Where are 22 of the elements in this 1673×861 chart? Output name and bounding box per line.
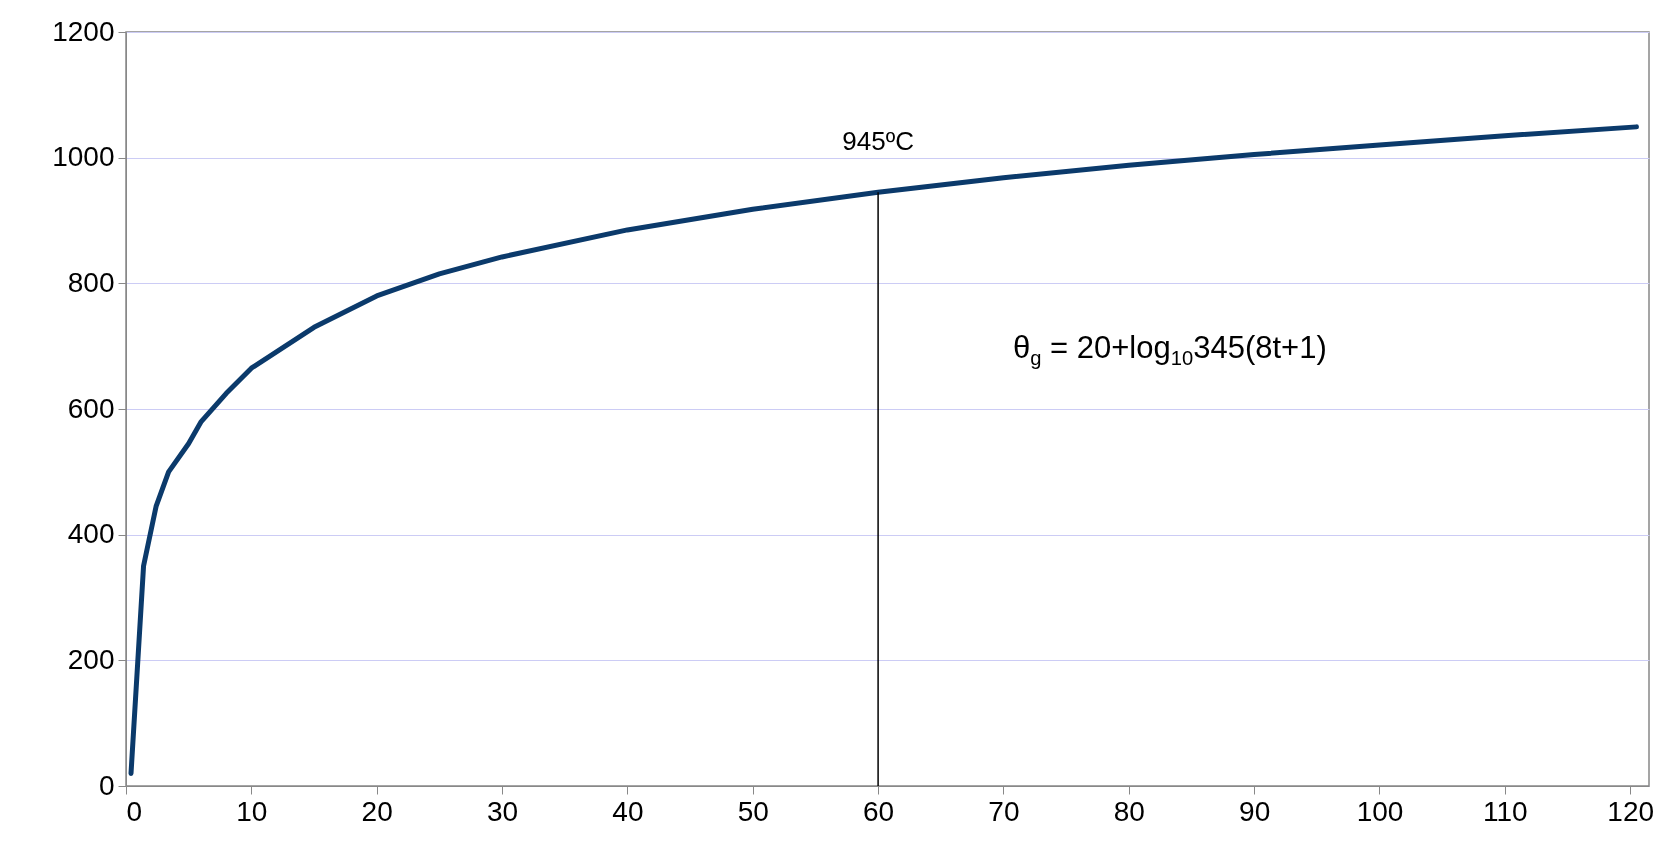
y-tick-label: 1000: [52, 141, 115, 173]
x-tick-label: 20: [361, 795, 393, 827]
x-tick-label: 60: [863, 795, 895, 827]
y-tick-label: 200: [67, 643, 115, 675]
x-tick-label: 10: [236, 795, 268, 827]
annotation: θ$_{g}$ = 20+log$_{10}$345(8t+1): [1013, 330, 1327, 371]
y-tick-label: 600: [67, 392, 115, 424]
y-tick-label: 0: [98, 769, 115, 801]
y-tick-label: 800: [67, 266, 115, 298]
x-tick-label: 50: [737, 795, 769, 827]
x-tick-label: 90: [1239, 795, 1271, 827]
y-tick-label: 400: [67, 518, 115, 550]
ref-line-label: 945ºC: [842, 126, 914, 157]
x-tick-label: 30: [486, 795, 519, 827]
x-tick-label: 40: [612, 795, 644, 827]
x-tick-label: 110: [1483, 795, 1528, 827]
x-tick-label: 80: [1113, 795, 1145, 827]
x-tick-label: 0: [126, 795, 143, 827]
x-tick-label: 120: [1607, 795, 1655, 827]
x-tick-label: 70: [988, 795, 1020, 827]
y-tick-label: 1200: [52, 15, 115, 47]
x-tick-label: 100: [1356, 795, 1404, 827]
